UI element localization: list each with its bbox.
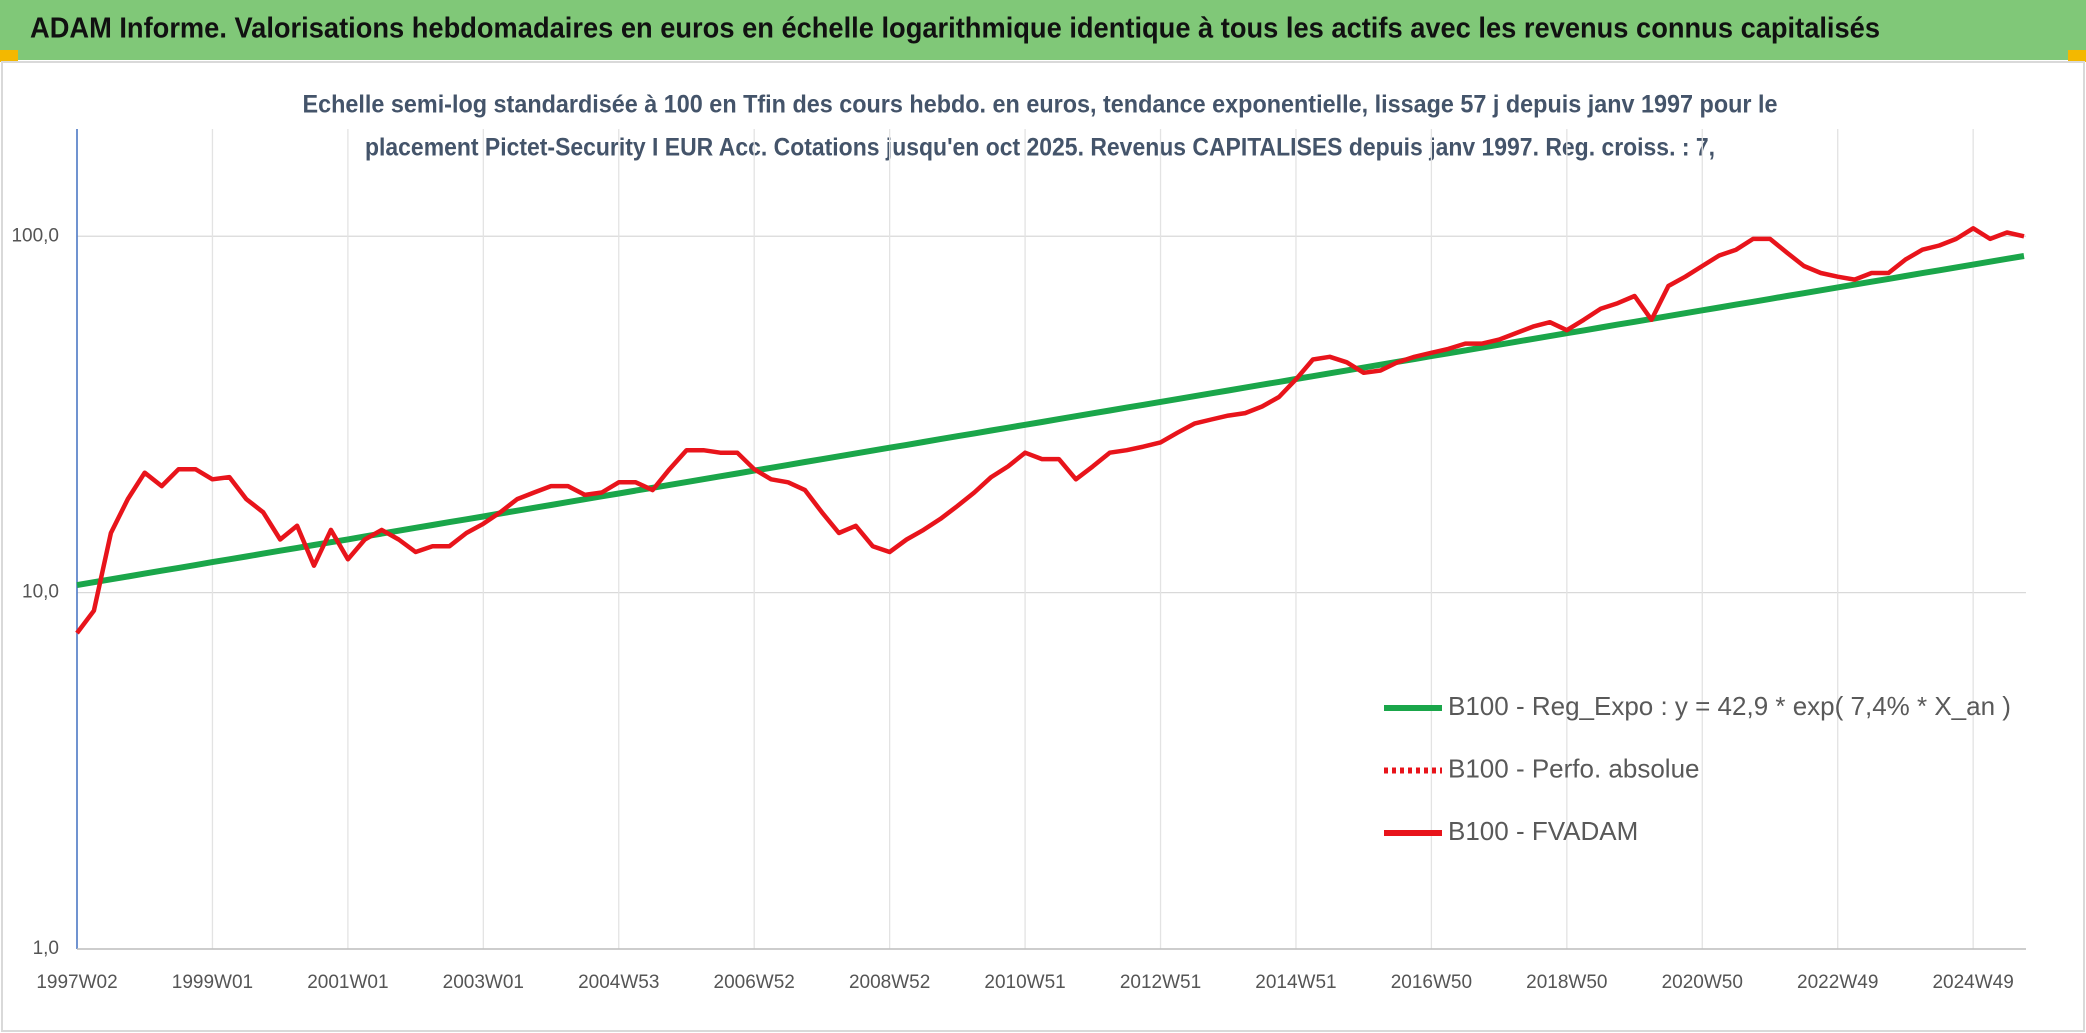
chart-title: ADAM Informe. Valorisations hebdomadaire… <box>30 13 1880 45</box>
x-tick-label: 2020W50 <box>1662 972 1743 993</box>
x-tick-label: 2024W49 <box>1932 972 2013 993</box>
data-line <box>75 226 2025 635</box>
x-tick-label: 2006W52 <box>714 972 795 993</box>
y-tick-label: 1,0 <box>33 938 59 959</box>
header-bar <box>0 0 2086 60</box>
chart-subtitle: Echelle semi-log standardisée à 100 en T… <box>303 91 1778 119</box>
x-tick-label: 2012W51 <box>1120 972 1201 993</box>
frame <box>1 61 2085 1032</box>
x-tick-label: 2001W01 <box>307 972 388 993</box>
data-line <box>76 253 2025 589</box>
corner <box>2068 50 2086 62</box>
corner <box>0 50 18 62</box>
legend-label: B100 - Reg_Expo : y = 42,9 * exp( 7,4% *… <box>1448 691 2011 721</box>
x-tick-label: 2022W49 <box>1797 972 1878 993</box>
chart-subtitle: placement Pictet-Security I EUR Acc. Cot… <box>365 134 1715 162</box>
legend-label: B100 - Perfo. absolue <box>1448 753 1700 783</box>
x-tick-label: 2004W53 <box>578 972 659 993</box>
x-tick-label: 2008W52 <box>849 972 930 993</box>
x-tick-label: 2010W51 <box>984 972 1065 993</box>
y-tick-label: 100,0 <box>11 225 59 246</box>
x-tick-label: 2016W50 <box>1391 972 1472 993</box>
x-tick-label: 1999W01 <box>172 972 253 993</box>
x-tick-label: 2018W50 <box>1526 972 1607 993</box>
x-tick-label: 2003W01 <box>443 972 524 993</box>
x-tick-label: 1997W02 <box>36 972 117 993</box>
x-tick-label: 2014W51 <box>1255 972 1336 993</box>
y-tick-label: 10,0 <box>22 582 59 603</box>
legend-label: B100 - FVADAM <box>1448 816 1638 846</box>
